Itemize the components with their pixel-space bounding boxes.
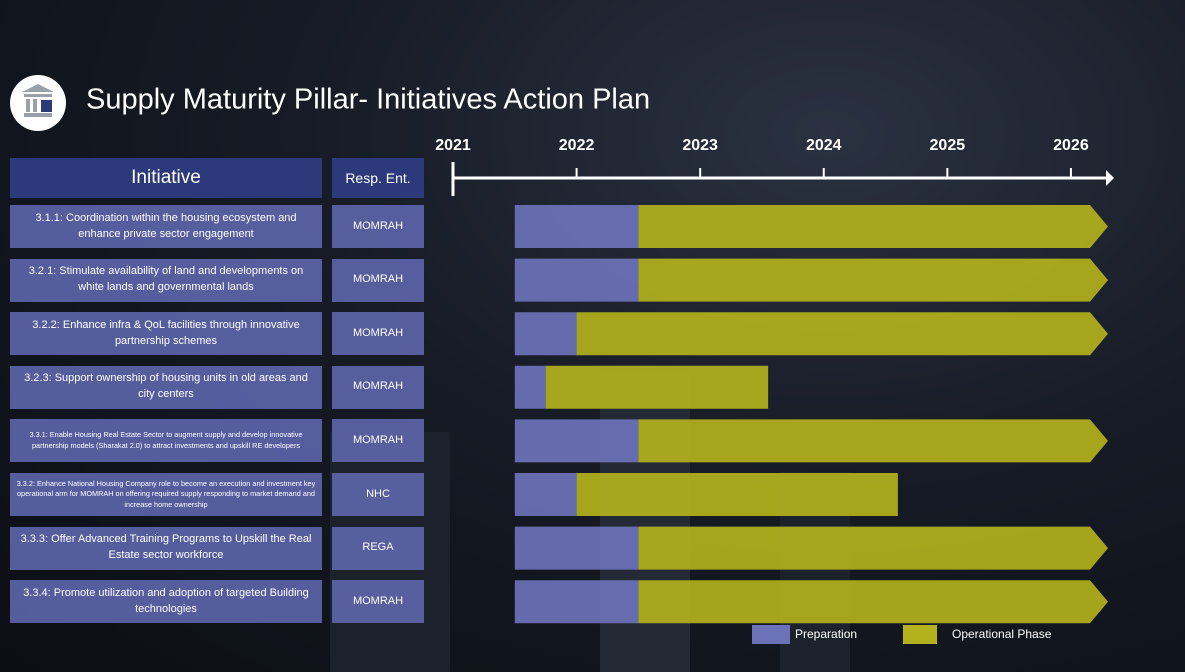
legend-swatch [903,625,937,644]
initiative-cell: 3.3.3: Offer Advanced Training Programs … [10,526,322,570]
preparation-bar [514,526,639,570]
title-icon [10,75,66,131]
initiative-cell: 3.1.1: Coordination within the housing e… [10,205,322,248]
chart-title: Supply Maturity Pillar- Initiatives Acti… [86,84,650,116]
initiative-cell: 3.2.1: Stimulate availability of land an… [10,258,322,302]
operational-bar [638,526,1108,570]
initiative-cell: 3.3.2: Enhance National Housing Company … [10,473,322,516]
preparation-bar [514,258,639,302]
x-tick-label: 2026 [1053,137,1089,154]
initiative-cell: 3.3.4: Promote utilization and adoption … [10,580,322,624]
x-tick-label: 2022 [559,137,595,154]
operational-bar [576,473,898,516]
initiative-cell: 3.3.1: Enable Housing Real Estate Sector… [10,419,322,463]
entity-cell: MOMRAH [332,419,424,463]
preparation-bar [514,473,577,516]
legend-label: Preparation [795,627,857,641]
initiative-cell: 3.2.2: Enhance infra & QoL facilities th… [10,312,322,356]
entity-cell: MOMRAH [332,205,424,248]
building-icon [22,84,54,117]
operational-bar [638,419,1108,463]
x-tick-label: 2021 [435,137,471,154]
header-initiative: Initiative [10,158,322,198]
x-tick-label: 2023 [682,137,718,154]
entity-cell: MOMRAH [332,580,424,624]
time-axis-arrow [1106,170,1114,186]
operational-bar [576,312,1108,356]
preparation-bar [514,419,639,463]
entity-cell: REGA [332,526,424,570]
x-tick-label: 2025 [930,137,966,154]
initiative-cell: 3.2.3: Support ownership of housing unit… [10,365,322,409]
preparation-bar [514,365,546,409]
entity-cell: MOMRAH [332,312,424,356]
x-tick-label: 2024 [806,137,842,154]
operational-bar [638,205,1108,248]
preparation-bar [514,205,639,248]
operational-bar [545,365,769,409]
entity-cell: MOMRAH [332,365,424,409]
entity-cell: NHC [332,473,424,516]
entity-cell: MOMRAH [332,258,424,302]
operational-bar [638,258,1108,302]
operational-bar [638,580,1108,624]
legend-swatch [752,625,790,644]
building-icon-accent [41,100,52,112]
preparation-bar [514,312,577,356]
legend-label: Operational Phase [952,627,1052,641]
preparation-bar [514,580,639,624]
header-entity: Resp. Ent. [332,158,424,198]
